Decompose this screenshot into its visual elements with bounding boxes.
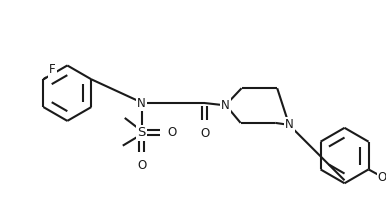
Text: N: N bbox=[137, 97, 146, 110]
Text: S: S bbox=[137, 126, 146, 139]
Text: O: O bbox=[378, 171, 386, 184]
Text: N: N bbox=[221, 99, 230, 112]
Text: F: F bbox=[49, 63, 56, 76]
Text: O: O bbox=[200, 127, 210, 140]
Text: O: O bbox=[167, 126, 176, 139]
Text: N: N bbox=[285, 118, 293, 131]
Text: O: O bbox=[137, 158, 146, 171]
